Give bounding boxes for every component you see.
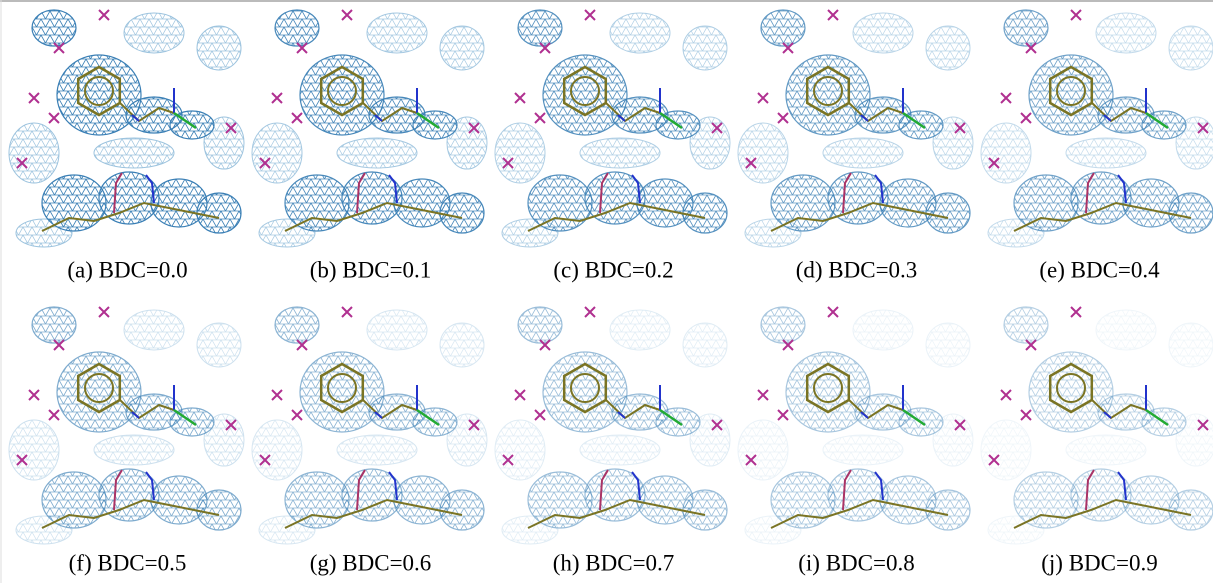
density-mesh: [518, 10, 562, 46]
faint-density: [440, 26, 484, 70]
faint-density: [124, 13, 184, 53]
page: {"panels": [ {"caption": "(a) BDC=0.0"},…: [0, 0, 1213, 583]
density-mesh: [32, 10, 76, 46]
faint-density: [823, 435, 903, 465]
faint-density: [580, 138, 660, 168]
faint-density: [683, 323, 727, 367]
density-mesh: [926, 193, 970, 233]
faint-density: [610, 310, 670, 350]
density-mesh: [275, 307, 319, 343]
panel-caption: (d) BDC=0.3: [796, 257, 918, 282]
faint-density: [981, 420, 1031, 480]
density-mesh: [528, 175, 592, 231]
density-mesh: [1014, 472, 1078, 528]
panel-caption: (c) BDC=0.2: [553, 257, 673, 282]
faint-density: [440, 323, 484, 367]
faint-density: [197, 26, 241, 70]
faint-density: [610, 13, 670, 53]
density-mesh: [440, 490, 484, 530]
density-mesh: [1169, 490, 1213, 530]
density-mesh: [528, 472, 592, 528]
faint-density: [926, 26, 970, 70]
faint-density: [1096, 310, 1156, 350]
faint-density: [738, 420, 788, 480]
faint-density: [981, 123, 1031, 183]
faint-density: [580, 435, 660, 465]
faint-density: [683, 26, 727, 70]
faint-density: [926, 323, 970, 367]
density-mesh: [518, 307, 562, 343]
faint-density: [197, 323, 241, 367]
panel-caption: (b) BDC=0.1: [310, 257, 432, 282]
density-mesh: [761, 307, 805, 343]
faint-density: [495, 123, 545, 183]
density-mesh: [285, 175, 349, 231]
density-mesh: [42, 472, 106, 528]
density-mesh: [926, 490, 970, 530]
faint-density: [853, 13, 913, 53]
faint-density: [124, 310, 184, 350]
faint-density: [94, 435, 174, 465]
panel-caption: (a) BDC=0.0: [67, 257, 187, 282]
faint-density: [252, 123, 302, 183]
density-mesh: [683, 193, 727, 233]
faint-density: [337, 435, 417, 465]
density-mesh: [32, 307, 76, 343]
density-mesh: [771, 175, 835, 231]
faint-density: [823, 138, 903, 168]
density-mesh: [1004, 307, 1048, 343]
density-mesh: [683, 490, 727, 530]
panel-caption: (h) BDC=0.7: [553, 550, 675, 575]
panel-caption: (j) BDC=0.9: [1041, 550, 1157, 575]
faint-density: [252, 420, 302, 480]
panel-caption: (i) BDC=0.8: [798, 550, 914, 575]
body: (a) BDC=0.0 (b) BDC=0.1 (c) BDC=0.2 (d) BDC…: [0, 0, 1213, 583]
density-mesh: [440, 193, 484, 233]
figure: (a) BDC=0.0 (b) BDC=0.1 (c) BDC=0.2 (d) BDC…: [0, 0, 1213, 583]
density-mesh: [197, 490, 241, 530]
density-mesh: [1169, 193, 1213, 233]
panel-caption: (g) BDC=0.6: [310, 550, 432, 575]
density-mesh: [1004, 10, 1048, 46]
faint-density: [1096, 13, 1156, 53]
faint-density: [1066, 138, 1146, 168]
faint-density: [94, 138, 174, 168]
faint-density: [738, 123, 788, 183]
faint-density: [1169, 26, 1213, 70]
faint-density: [9, 420, 59, 480]
faint-density: [853, 310, 913, 350]
faint-density: [1169, 323, 1213, 367]
density-mesh: [285, 472, 349, 528]
faint-density: [1066, 435, 1146, 465]
faint-density: [495, 420, 545, 480]
faint-density: [367, 13, 427, 53]
density-mesh: [771, 472, 835, 528]
faint-density: [367, 310, 427, 350]
density-mesh: [197, 193, 241, 233]
density-mesh: [761, 10, 805, 46]
density-mesh: [42, 175, 106, 231]
density-mesh: [275, 10, 319, 46]
faint-density: [337, 138, 417, 168]
panel-caption: (f) BDC=0.5: [69, 550, 187, 575]
density-mesh: [1014, 175, 1078, 231]
panel-caption: (e) BDC=0.4: [1039, 257, 1160, 282]
faint-density: [9, 123, 59, 183]
